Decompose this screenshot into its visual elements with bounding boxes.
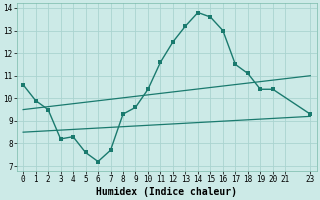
X-axis label: Humidex (Indice chaleur): Humidex (Indice chaleur) — [96, 186, 237, 197]
